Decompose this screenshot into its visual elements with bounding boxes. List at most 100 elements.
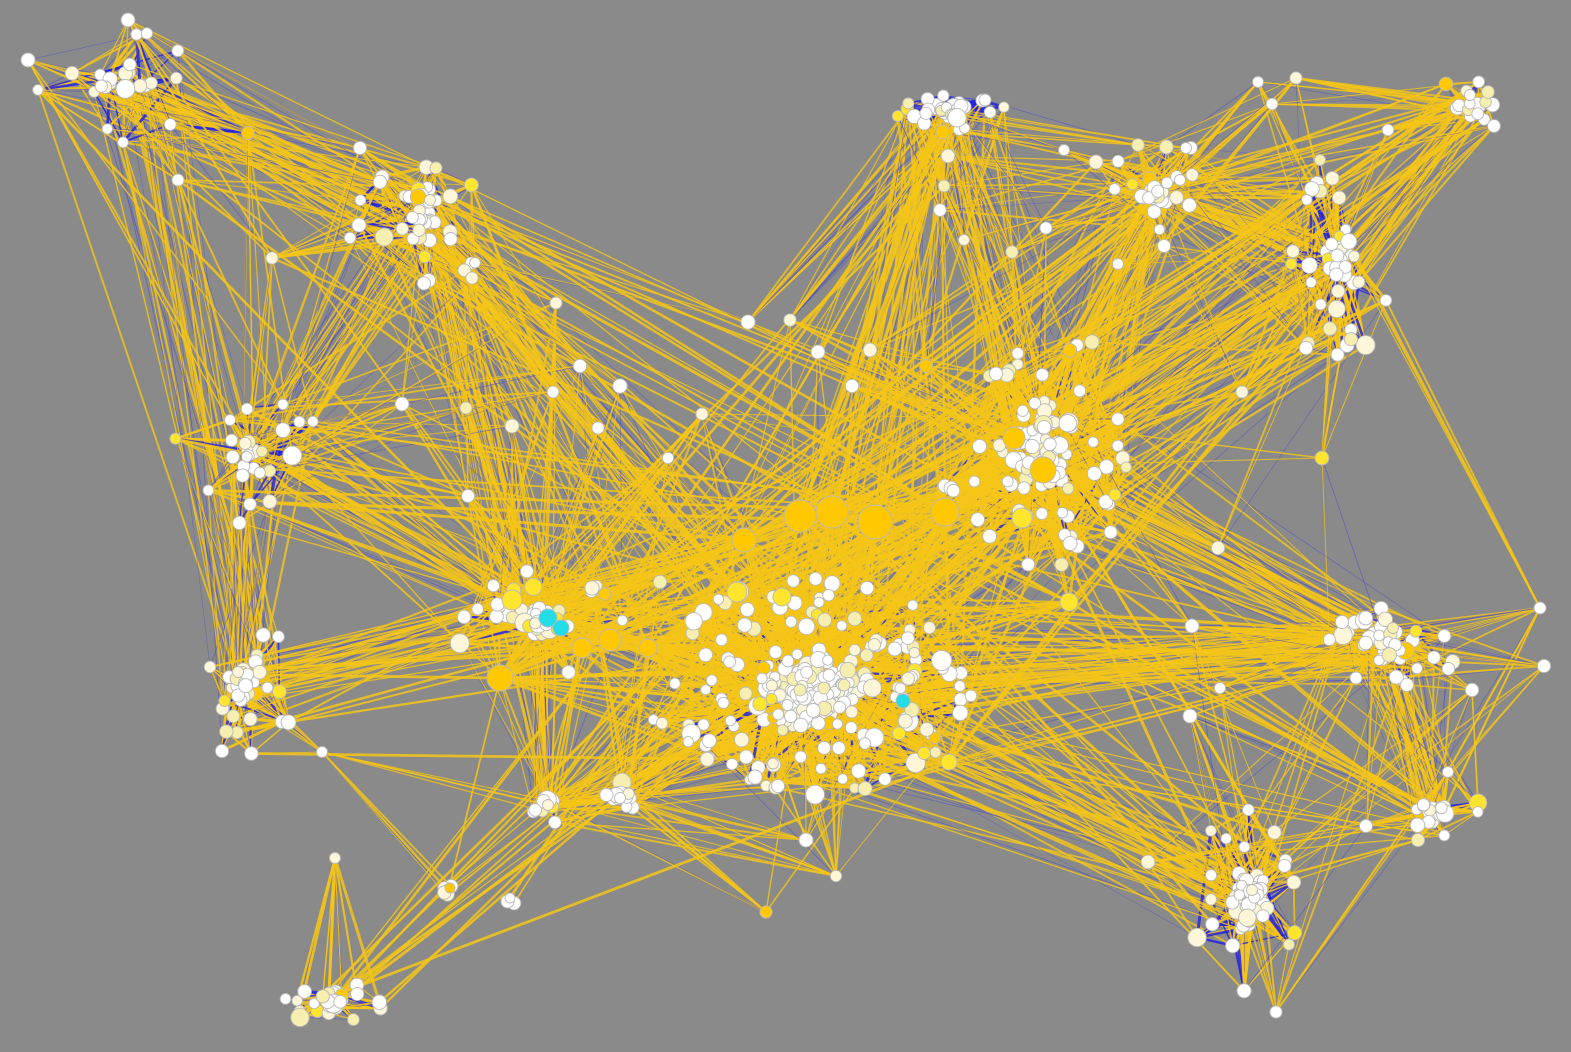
graph-node[interactable] — [1464, 89, 1476, 101]
graph-node[interactable] — [831, 741, 846, 755]
graph-hub-node[interactable] — [930, 497, 960, 527]
graph-node[interactable] — [290, 1007, 310, 1028]
graph-node[interactable] — [958, 234, 970, 246]
graph-node[interactable] — [815, 762, 827, 775]
graph-node[interactable] — [291, 994, 303, 1007]
graph-node[interactable] — [1005, 245, 1019, 259]
graph-node[interactable] — [130, 28, 143, 41]
graph-node[interactable] — [1330, 248, 1345, 263]
graph-hub-node[interactable] — [486, 664, 514, 692]
graph-node[interactable] — [1001, 475, 1014, 488]
graph-node[interactable] — [946, 483, 961, 498]
graph-node[interactable] — [1111, 154, 1125, 168]
graph-node[interactable] — [810, 344, 826, 360]
graph-node[interactable] — [1437, 629, 1452, 643]
graph-node[interactable] — [1533, 601, 1547, 615]
graph-node[interactable] — [1277, 858, 1292, 873]
graph-node[interactable] — [798, 832, 814, 848]
graph-node[interactable] — [907, 599, 919, 611]
graph-node[interactable] — [1269, 1005, 1283, 1019]
graph-node[interactable] — [1024, 438, 1040, 455]
graph-node[interactable] — [786, 574, 800, 588]
graph-node[interactable] — [599, 787, 614, 802]
graph-node[interactable] — [1464, 682, 1480, 698]
graph-node[interactable] — [1267, 825, 1282, 840]
graph-node[interactable] — [862, 342, 878, 358]
graph-node[interactable] — [218, 694, 231, 707]
graph-node[interactable] — [724, 715, 737, 727]
graph-node[interactable] — [1373, 629, 1385, 642]
graph-node[interactable] — [1210, 540, 1226, 556]
graph-node[interactable] — [878, 772, 892, 786]
graph-node[interactable] — [1338, 260, 1353, 274]
graph-node[interactable] — [831, 718, 844, 730]
graph-node[interactable] — [1325, 171, 1340, 186]
graph-hub-node[interactable] — [772, 587, 792, 607]
graph-node[interactable] — [459, 401, 473, 415]
graph-node[interactable] — [1174, 174, 1186, 186]
graph-node[interactable] — [859, 648, 874, 662]
graph-node[interactable] — [891, 110, 904, 123]
graph-node[interactable] — [238, 436, 252, 450]
graph-node[interactable] — [94, 79, 108, 93]
graph-node[interactable] — [256, 445, 268, 458]
graph-node[interactable] — [784, 709, 798, 724]
graph-node[interactable] — [351, 217, 367, 233]
graph-node[interactable] — [584, 580, 600, 596]
graph-node[interactable] — [982, 528, 997, 544]
graph-node[interactable] — [20, 52, 36, 68]
graph-node[interactable] — [395, 222, 409, 236]
graph-hub-node[interactable] — [1059, 592, 1079, 612]
graph-node[interactable] — [1235, 385, 1249, 399]
graph-node[interactable] — [616, 614, 628, 627]
graph-node[interactable] — [700, 684, 712, 696]
graph-node[interactable] — [140, 27, 154, 40]
graph-node[interactable] — [851, 763, 867, 779]
graph-node[interactable] — [1035, 368, 1050, 382]
graph-node[interactable] — [794, 750, 807, 764]
graph-node[interactable] — [1472, 806, 1484, 818]
graph-node[interactable] — [822, 668, 836, 682]
graph-node[interactable] — [1084, 334, 1100, 350]
graph-node[interactable] — [897, 713, 913, 729]
graph-node[interactable] — [272, 684, 287, 700]
graph-node[interactable] — [241, 126, 255, 140]
graph-node[interactable] — [805, 784, 825, 805]
graph-node[interactable] — [862, 678, 882, 698]
graph-node[interactable] — [1252, 76, 1264, 88]
graph-node[interactable] — [1131, 138, 1145, 152]
graph-node[interactable] — [652, 574, 668, 590]
graph-node[interactable] — [1236, 983, 1252, 999]
graph-node[interactable] — [1301, 194, 1313, 206]
graph-node[interactable] — [892, 726, 906, 741]
graph-node[interactable] — [1438, 76, 1454, 92]
graph-node[interactable] — [214, 743, 230, 759]
graph-node[interactable] — [1062, 535, 1078, 551]
graph-node[interactable] — [1340, 233, 1358, 250]
graph-node[interactable] — [867, 638, 881, 652]
graph-node[interactable] — [1399, 677, 1414, 692]
graph-node[interactable] — [238, 678, 254, 694]
graph-node[interactable] — [1098, 494, 1114, 510]
graph-node[interactable] — [1054, 557, 1069, 572]
graph-node[interactable] — [1305, 276, 1317, 289]
graph-hub-node[interactable] — [940, 753, 958, 771]
graph-node[interactable] — [265, 251, 279, 265]
graph-node[interactable] — [243, 711, 258, 727]
graph-node[interactable] — [64, 65, 80, 81]
graph-node[interactable] — [449, 633, 470, 654]
graph-node[interactable] — [225, 449, 240, 465]
graph-node[interactable] — [817, 740, 832, 755]
graph-node[interactable] — [240, 402, 254, 416]
graph-node[interactable] — [1314, 450, 1330, 466]
graph-node[interactable] — [1126, 178, 1139, 191]
graph-node[interactable] — [464, 177, 479, 193]
graph-node[interactable] — [1286, 244, 1300, 259]
graph-highlight-node[interactable] — [895, 693, 911, 709]
graph-node[interactable] — [972, 438, 988, 454]
graph-node[interactable] — [1377, 611, 1393, 627]
graph-node[interactable] — [894, 682, 907, 695]
graph-node[interactable] — [524, 577, 543, 596]
graph-node[interactable] — [1205, 917, 1220, 932]
graph-node[interactable] — [1242, 803, 1255, 817]
